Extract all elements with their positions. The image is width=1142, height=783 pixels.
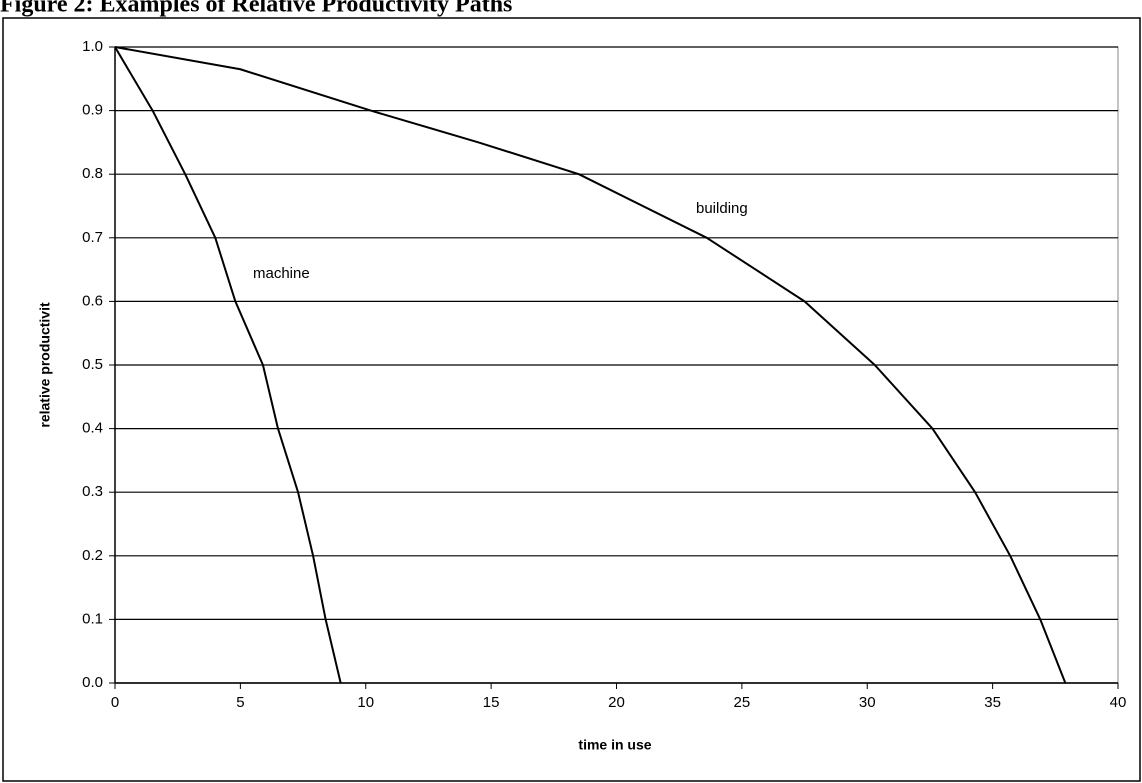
annotation: building	[696, 200, 748, 217]
x-tick-label: 15	[483, 694, 500, 711]
y-tick-label: 0.1	[82, 610, 103, 627]
x-tick-label: 25	[734, 694, 751, 711]
x-tick-label: 20	[608, 694, 625, 711]
annotation: machine	[253, 265, 310, 282]
series-line	[114, 46, 342, 684]
y-tick-label: 0.8	[82, 165, 103, 182]
chart-title: Figure 2: Examples of Relative Productiv…	[0, 0, 512, 18]
x-axis-label: time in use	[578, 737, 651, 753]
series-line	[114, 46, 1067, 684]
y-tick-label: 0.5	[82, 356, 103, 373]
chart-frame	[2, 17, 1141, 782]
x-tick-label: 40	[1110, 694, 1127, 711]
x-tick-label: 10	[357, 694, 374, 711]
y-tick-label: 0.3	[82, 483, 103, 500]
x-tick-label: 30	[859, 694, 876, 711]
y-tick-label: 0.0	[82, 674, 103, 691]
y-tick-label: 0.6	[82, 292, 103, 309]
y-tick-label: 0.4	[82, 420, 103, 437]
y-axis-label: relative productivit	[37, 302, 53, 428]
y-tick-label: 0.9	[82, 102, 103, 119]
x-tick-label: 0	[111, 694, 119, 711]
y-tick-label: 1.0	[82, 38, 103, 55]
x-tick-label: 5	[236, 694, 244, 711]
y-tick-label: 0.2	[82, 547, 103, 564]
y-tick-label: 0.7	[82, 229, 103, 246]
x-tick-label: 35	[984, 694, 1001, 711]
